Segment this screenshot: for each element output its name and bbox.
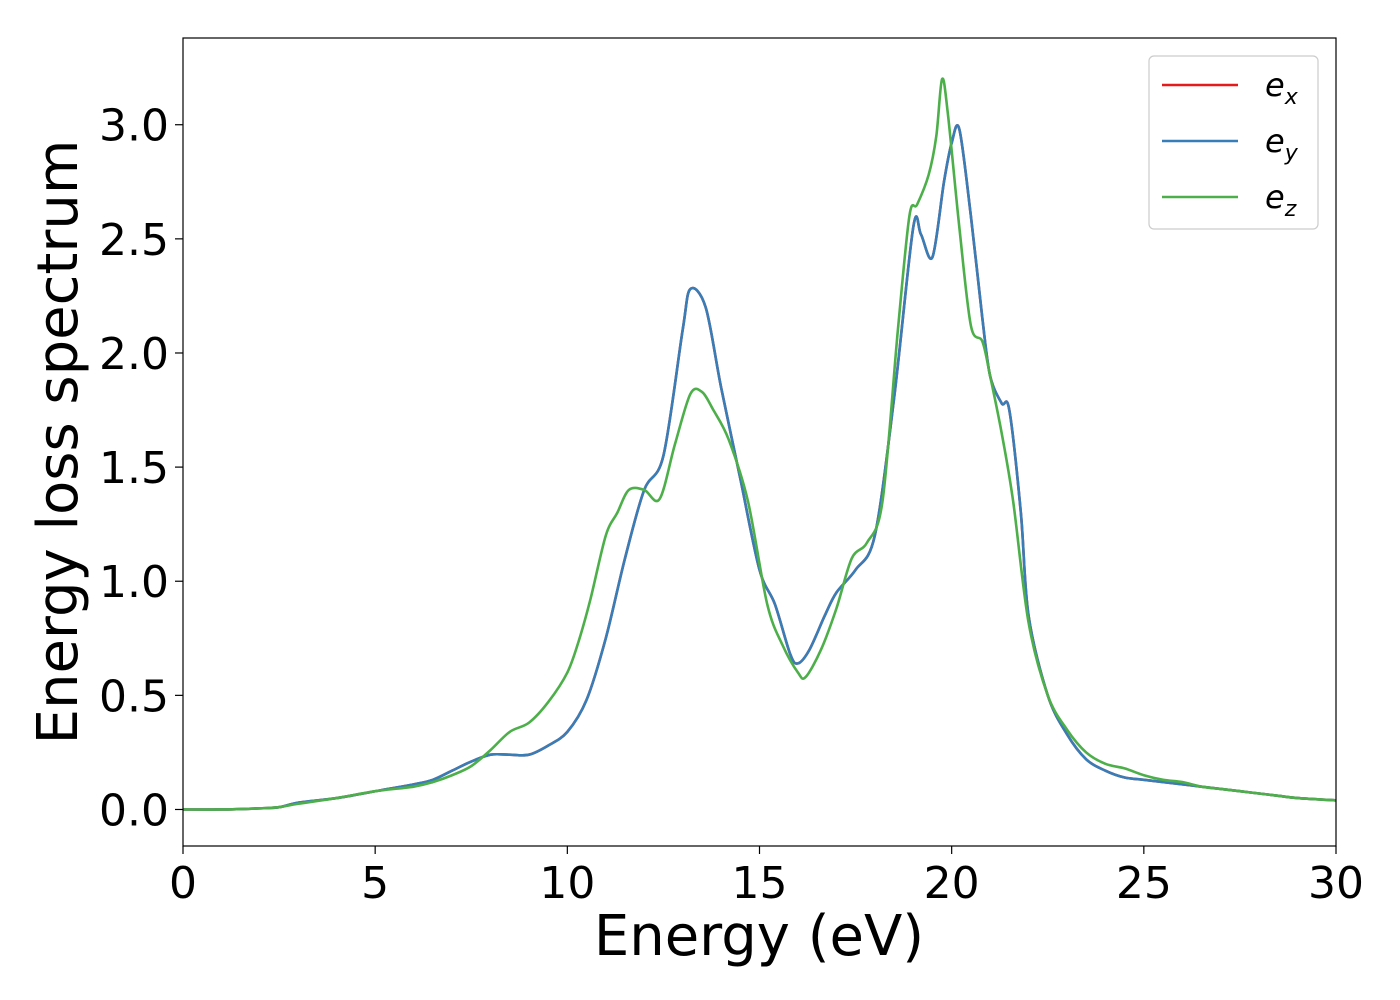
y-axis-label: Energy loss spectrum xyxy=(26,140,91,745)
x-axis-ticks: 0 5 10 15 20 25 30 xyxy=(169,846,1364,909)
legend-box xyxy=(1148,55,1319,230)
x-tick-label: 10 xyxy=(539,858,595,909)
x-tick-label: 5 xyxy=(361,858,389,909)
series-line-e-z xyxy=(182,77,1337,811)
series-layer xyxy=(182,77,1337,811)
x-axis-label: Energy (eV) xyxy=(594,904,924,969)
legend: ex ey ez xyxy=(1148,55,1319,230)
x-tick-label: 20 xyxy=(924,858,980,909)
x-tick-label: 0 xyxy=(169,858,197,909)
x-tick-label: 25 xyxy=(1116,858,1172,909)
legend-label-e-y: ey xyxy=(1265,122,1299,166)
y-tick-label: 2.5 xyxy=(99,215,169,266)
legend-label-e-x: ex xyxy=(1265,66,1299,110)
y-tick-label: 1.5 xyxy=(99,443,169,494)
y-tick-label: 2.0 xyxy=(99,329,169,380)
series-line-e-y xyxy=(182,124,1337,811)
y-tick-label: 3.0 xyxy=(99,101,169,152)
y-tick-label: 0.5 xyxy=(99,671,169,722)
y-tick-label: 0.0 xyxy=(99,785,169,836)
x-tick-label: 15 xyxy=(732,858,788,909)
y-tick-label: 1.0 xyxy=(99,557,169,608)
x-tick-label: 30 xyxy=(1308,858,1364,909)
y-axis-ticks: 0.0 0.5 1.0 1.5 2.0 2.5 3.0 xyxy=(99,101,183,836)
legend-label-e-z: ez xyxy=(1265,178,1297,222)
